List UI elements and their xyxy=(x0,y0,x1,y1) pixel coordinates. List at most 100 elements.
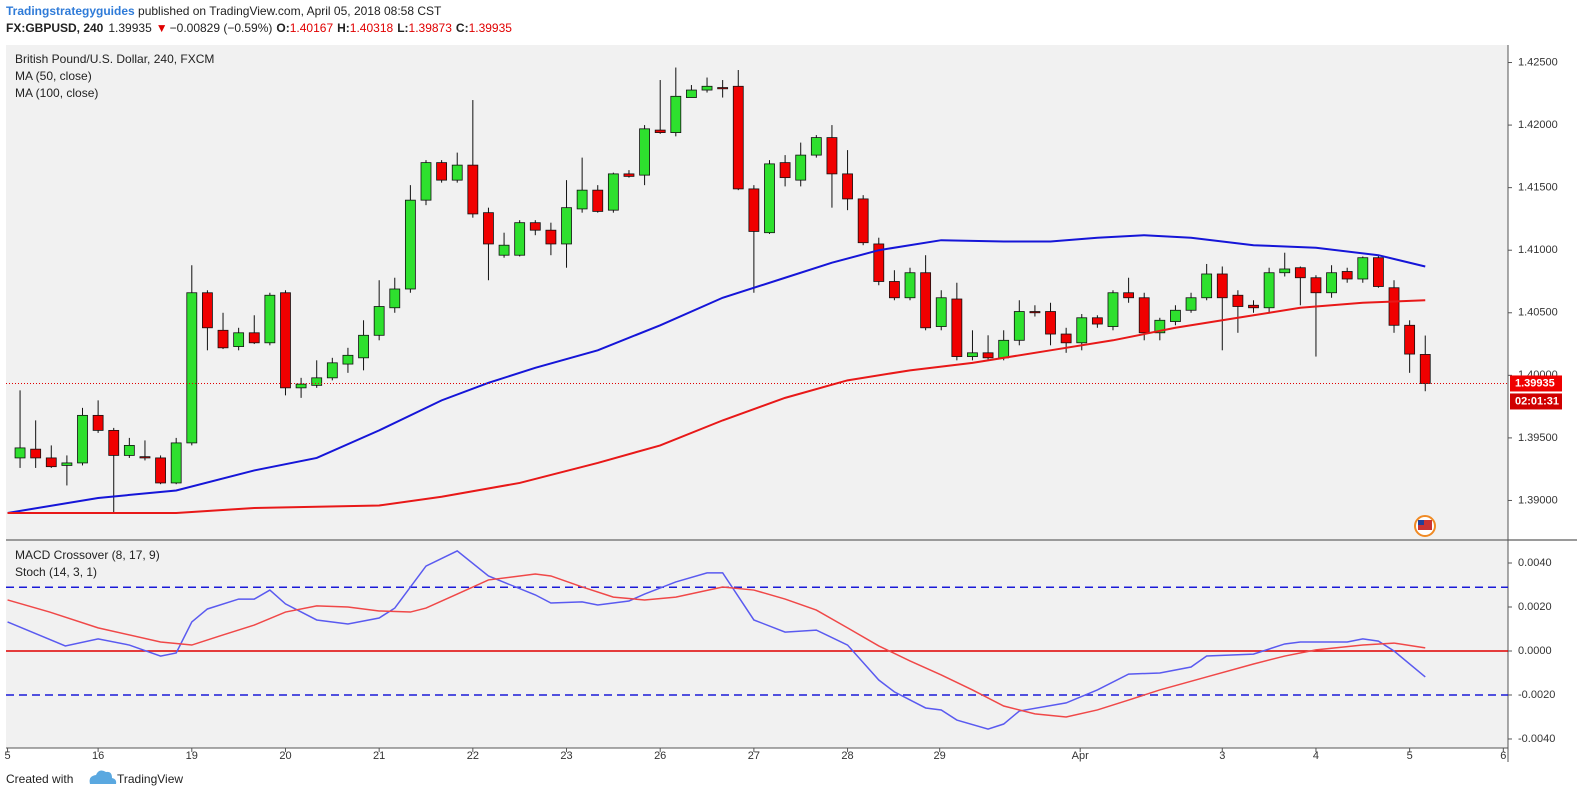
candle-body xyxy=(1029,311,1041,314)
candle-body xyxy=(1201,273,1213,299)
countdown-label: 02:01:31 xyxy=(1515,395,1559,407)
candle-body xyxy=(186,292,198,444)
c-label: C: xyxy=(456,21,469,35)
candle-body xyxy=(45,457,57,468)
candle-body xyxy=(264,294,276,344)
header-line-1: Tradingstrategyguides published on Tradi… xyxy=(6,4,442,18)
o: 1.40167 xyxy=(290,21,334,35)
candle-body xyxy=(217,329,229,349)
candle-body xyxy=(873,243,885,282)
plot-area xyxy=(6,45,1508,748)
candle-body xyxy=(607,173,619,211)
candle-body xyxy=(529,222,541,231)
last-price-label: 1.39935 xyxy=(1515,377,1555,389)
y-tick-label: 1.39500 xyxy=(1518,432,1558,444)
candle-body xyxy=(436,162,448,181)
candle-body xyxy=(888,281,900,299)
x-tick-label: 4 xyxy=(1313,750,1319,762)
published: published on TradingView.com, April 05, … xyxy=(135,4,442,18)
candle-body xyxy=(342,354,354,365)
y-tick-label: 1.41000 xyxy=(1518,244,1558,256)
candle-body xyxy=(498,244,510,256)
l-label: L: xyxy=(397,21,408,35)
candle-body xyxy=(1138,297,1150,334)
candle-body xyxy=(1013,311,1025,341)
candle-body xyxy=(1326,272,1337,294)
candle-body xyxy=(155,457,166,484)
candle-body xyxy=(779,162,791,179)
x-tick-label: 19 xyxy=(186,750,198,762)
candle-body xyxy=(1341,271,1353,280)
author[interactable]: Tradingstrategyguides xyxy=(6,4,135,18)
footer-created: Created with xyxy=(6,772,73,786)
x-tick-label: 6 xyxy=(1500,750,1506,762)
candle-body xyxy=(904,272,916,299)
footer-brand[interactable]: TradingView xyxy=(117,772,183,786)
candle-body xyxy=(170,442,182,484)
x-tick-label: 28 xyxy=(841,750,853,762)
candle-body xyxy=(373,306,385,336)
flag-icon[interactable] xyxy=(1414,515,1436,537)
symbol: FX:GBPUSD, 240 xyxy=(6,21,104,35)
candle-body xyxy=(280,292,291,389)
candle-body xyxy=(514,222,526,256)
candle-body xyxy=(654,129,666,133)
flag-canton xyxy=(1418,520,1424,525)
flag xyxy=(1418,520,1432,530)
legend-entry: MA (50, close) xyxy=(15,69,92,83)
y-tick-label: -0.0020 xyxy=(1518,689,1555,701)
candle-body xyxy=(326,362,338,379)
candle-body xyxy=(545,229,557,245)
x-tick-label: 21 xyxy=(373,750,385,762)
candle-body xyxy=(295,383,307,389)
candle-body xyxy=(576,189,588,210)
candle-body xyxy=(483,212,494,245)
candle-body xyxy=(1373,257,1384,287)
candle-body xyxy=(420,162,432,201)
candle-body xyxy=(857,198,869,244)
candle-body xyxy=(1045,311,1056,335)
x-tick-label: 26 xyxy=(654,750,666,762)
x-tick-label: 27 xyxy=(748,750,760,762)
candle-body xyxy=(998,339,1010,359)
candle-body xyxy=(935,297,947,327)
line-series xyxy=(7,234,1426,514)
candle-body xyxy=(1294,267,1306,279)
candle-body xyxy=(14,447,26,459)
candle-body xyxy=(732,85,744,190)
y-tick-label: 1.39000 xyxy=(1518,494,1558,506)
x-tick-label: 16 xyxy=(92,750,104,762)
candle-body xyxy=(451,164,463,181)
candle-body xyxy=(139,456,151,459)
x-tick-label: 23 xyxy=(560,750,572,762)
x-tick-label: 22 xyxy=(467,750,479,762)
candle-body xyxy=(592,189,604,212)
candle-body xyxy=(686,89,697,98)
candle-body xyxy=(108,429,120,456)
candle-body xyxy=(1263,272,1275,309)
h-label: H: xyxy=(337,21,350,35)
candle-body xyxy=(842,173,853,200)
legend-entry: MA (100, close) xyxy=(15,86,98,100)
candle-body xyxy=(1107,292,1119,327)
candle-body xyxy=(748,188,760,232)
tradingview-logo[interactable] xyxy=(89,770,117,784)
candle-body xyxy=(1076,317,1088,344)
candle-body xyxy=(951,298,963,357)
candle-body xyxy=(92,414,104,431)
line-series xyxy=(7,550,1426,730)
candle-body xyxy=(561,207,572,245)
x-tick-label: 5 xyxy=(4,750,10,762)
y-tick-label: 1.41500 xyxy=(1518,182,1558,194)
candle-body xyxy=(30,448,42,459)
h: 1.40318 xyxy=(350,21,394,35)
candle-body xyxy=(1232,294,1244,307)
x-tick-label: 20 xyxy=(279,750,291,762)
candle-body xyxy=(795,154,807,181)
candle-body xyxy=(1404,324,1416,355)
candle-body xyxy=(233,332,245,347)
candle-body xyxy=(404,199,416,290)
candle-body xyxy=(1279,268,1291,274)
candle-body xyxy=(77,414,88,464)
